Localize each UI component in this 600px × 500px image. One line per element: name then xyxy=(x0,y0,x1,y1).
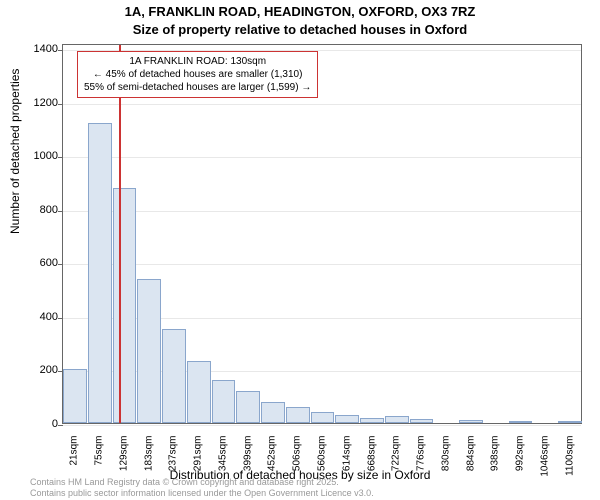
histogram-bar xyxy=(558,421,582,423)
x-tick-label: 129sqm xyxy=(118,436,129,486)
gridline xyxy=(63,211,581,212)
y-tick-label: 600 xyxy=(40,257,58,269)
y-tick-label: 1000 xyxy=(34,150,58,162)
x-tick-label: 614sqm xyxy=(341,436,352,486)
gridline xyxy=(63,104,581,105)
x-tick-label: 452sqm xyxy=(267,436,278,486)
x-tick-label: 1100sqm xyxy=(564,436,575,486)
y-tick xyxy=(58,264,63,265)
histogram-bar xyxy=(212,380,236,423)
histogram-bar xyxy=(236,391,260,423)
histogram-bar xyxy=(459,420,483,423)
footer-line-2: Contains public sector information licen… xyxy=(30,488,374,499)
x-tick-label: 345sqm xyxy=(217,436,228,486)
plot-area: 1A FRANKLIN ROAD: 130sqm← 45% of detache… xyxy=(62,44,582,424)
histogram-bar xyxy=(88,123,112,423)
annotation-line-3: 55% of semi-detached houses are larger (… xyxy=(84,81,311,94)
x-tick-label: 560sqm xyxy=(317,436,328,486)
y-tick-label: 1400 xyxy=(34,43,58,55)
x-tick-label: 21sqm xyxy=(69,436,80,486)
x-tick-label: 668sqm xyxy=(366,436,377,486)
histogram-bar xyxy=(311,412,335,423)
x-tick-label: 183sqm xyxy=(143,436,154,486)
y-tick xyxy=(58,318,63,319)
histogram-bar xyxy=(137,279,161,424)
x-tick-label: 884sqm xyxy=(465,436,476,486)
x-tick-label: 722sqm xyxy=(391,436,402,486)
x-tick-label: 399sqm xyxy=(242,436,253,486)
histogram-bar xyxy=(187,361,211,423)
y-tick-label: 800 xyxy=(40,204,58,216)
reference-line xyxy=(119,45,121,423)
y-tick xyxy=(58,425,63,426)
y-tick xyxy=(58,157,63,158)
chart-title-sub: Size of property relative to detached ho… xyxy=(0,22,600,37)
x-tick-label: 506sqm xyxy=(292,436,303,486)
y-tick xyxy=(58,50,63,51)
chart-title-main: 1A, FRANKLIN ROAD, HEADINGTON, OXFORD, O… xyxy=(0,4,600,19)
y-tick-label: 400 xyxy=(40,311,58,323)
histogram-bar xyxy=(113,188,137,423)
gridline xyxy=(63,425,581,426)
chart-container: 1A, FRANKLIN ROAD, HEADINGTON, OXFORD, O… xyxy=(0,0,600,500)
gridline xyxy=(63,157,581,158)
y-tick xyxy=(58,104,63,105)
x-tick-label: 938sqm xyxy=(490,436,501,486)
histogram-bar xyxy=(360,418,384,423)
annotation-box: 1A FRANKLIN ROAD: 130sqm← 45% of detache… xyxy=(77,51,318,98)
histogram-bar xyxy=(261,402,285,423)
x-tick-label: 776sqm xyxy=(416,436,427,486)
histogram-bar xyxy=(410,419,434,423)
histogram-bar xyxy=(385,416,409,423)
y-tick-label: 200 xyxy=(40,364,58,376)
histogram-bar xyxy=(162,329,186,423)
y-axis-label: Number of detached properties xyxy=(8,69,22,234)
y-tick xyxy=(58,211,63,212)
histogram-bar xyxy=(335,415,359,423)
x-tick-label: 291sqm xyxy=(193,436,204,486)
x-tick-label: 75sqm xyxy=(94,436,105,486)
gridline xyxy=(63,264,581,265)
x-tick-label: 830sqm xyxy=(440,436,451,486)
x-tick-label: 992sqm xyxy=(515,436,526,486)
histogram-bar xyxy=(509,421,533,423)
y-tick-label: 1200 xyxy=(34,97,58,109)
x-tick-label: 1046sqm xyxy=(539,436,550,486)
histogram-bar xyxy=(63,369,87,423)
annotation-line-2: ← 45% of detached houses are smaller (1,… xyxy=(84,68,311,81)
x-tick-label: 237sqm xyxy=(168,436,179,486)
annotation-line-1: 1A FRANKLIN ROAD: 130sqm xyxy=(84,55,311,68)
histogram-bar xyxy=(286,407,310,423)
y-tick-label: 0 xyxy=(52,418,58,430)
